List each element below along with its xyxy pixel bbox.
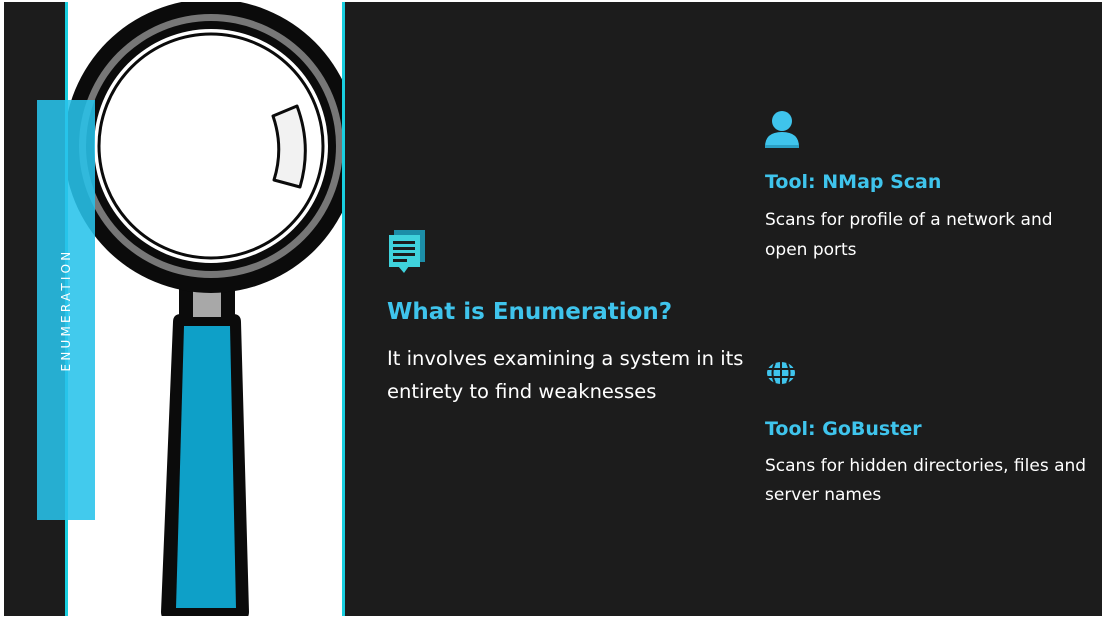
chat-document-icon: [389, 230, 425, 273]
slide: ENUMERATION What is Enumeration? It invo…: [4, 2, 1102, 616]
main-description: It involves examining a system in its en…: [387, 347, 744, 403]
magnifying-glass-image: [65, 2, 345, 616]
side-label-text: ENUMERATION: [59, 248, 73, 372]
user-icon: [765, 111, 799, 148]
tool-nmap-description: Scans for profile of a network and open …: [765, 210, 1053, 260]
globe-icon: [767, 362, 795, 384]
tool-gobuster-title: Tool: GoBuster: [765, 418, 922, 440]
magnifying-glass-illustration: [68, 2, 342, 616]
tool-gobuster-description: Scans for hidden directories, files and …: [765, 456, 1087, 505]
main-title: What is Enumeration?: [387, 299, 673, 325]
tool-nmap-title: Tool: NMap Scan: [765, 171, 942, 193]
side-accent-band: [37, 100, 95, 520]
